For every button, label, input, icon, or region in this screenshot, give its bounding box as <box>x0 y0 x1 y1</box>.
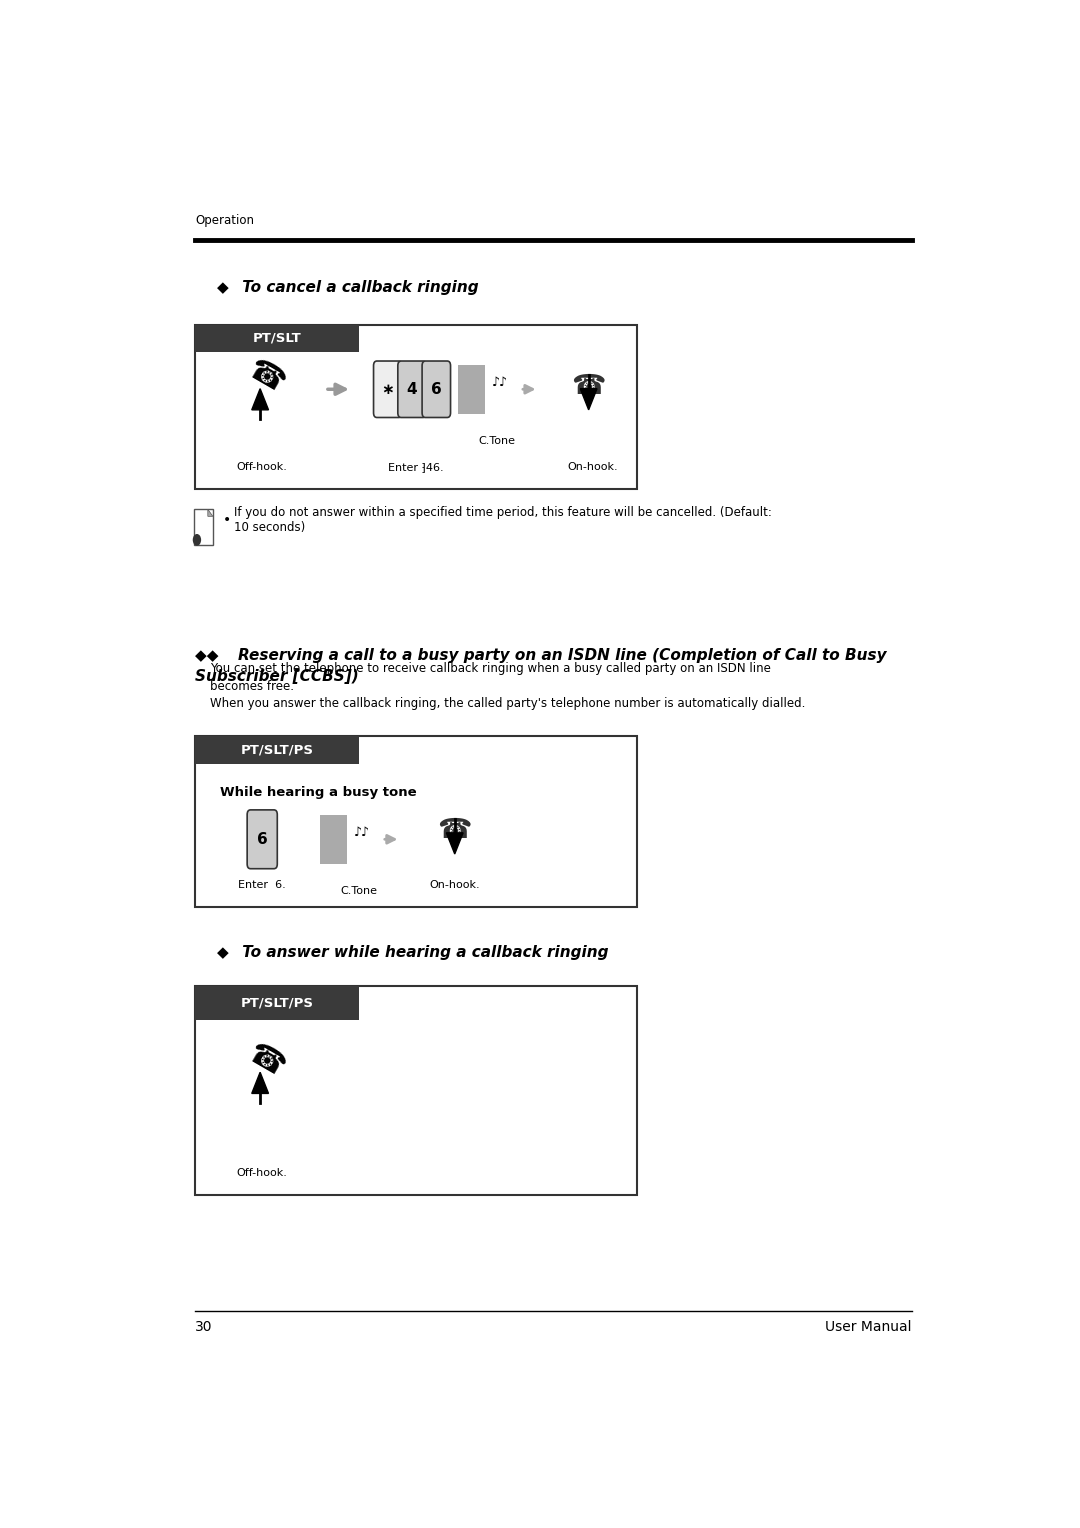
FancyBboxPatch shape <box>374 361 402 417</box>
Text: Enter ⁆46.: Enter ⁆46. <box>389 461 444 472</box>
Text: PT/SLT/PS: PT/SLT/PS <box>241 744 313 756</box>
Text: Enter  6.: Enter 6. <box>239 880 286 891</box>
Text: Off-hook.: Off-hook. <box>237 461 287 472</box>
FancyBboxPatch shape <box>397 361 427 417</box>
Text: 4: 4 <box>407 382 417 397</box>
Bar <box>195 736 637 908</box>
FancyBboxPatch shape <box>247 810 278 869</box>
Bar <box>458 365 485 414</box>
Text: ∗: ∗ <box>381 382 394 397</box>
Text: ☎: ☎ <box>243 356 291 399</box>
Bar <box>195 324 637 489</box>
Circle shape <box>192 533 201 545</box>
Text: becomes free.: becomes free. <box>211 680 295 692</box>
Text: •: • <box>222 513 231 527</box>
Bar <box>195 736 359 764</box>
Text: ♪♪: ♪♪ <box>353 825 369 839</box>
Text: On-hook.: On-hook. <box>567 461 618 472</box>
Bar <box>320 814 347 863</box>
Text: PT/SLT/PS: PT/SLT/PS <box>241 996 313 1010</box>
Bar <box>195 986 637 1195</box>
Text: You can set the telephone to receive callback ringing when a busy called party o: You can set the telephone to receive cal… <box>211 662 771 675</box>
FancyBboxPatch shape <box>422 361 450 417</box>
Polygon shape <box>580 388 597 410</box>
Text: Operation: Operation <box>195 214 254 226</box>
Polygon shape <box>252 1073 269 1094</box>
Text: ◆   To cancel a callback ringing: ◆ To cancel a callback ringing <box>217 280 478 295</box>
Text: ☎: ☎ <box>437 816 472 845</box>
Text: 6: 6 <box>257 831 268 847</box>
Text: 30: 30 <box>195 1320 213 1334</box>
Text: While hearing a busy tone: While hearing a busy tone <box>220 787 417 799</box>
Text: ☎: ☎ <box>243 1039 291 1083</box>
Text: Off-hook.: Off-hook. <box>237 1167 287 1178</box>
Text: ☎: ☎ <box>571 373 606 400</box>
Text: C.Tone: C.Tone <box>340 886 377 897</box>
Text: If you do not answer within a specified time period, this feature will be cancel: If you do not answer within a specified … <box>233 506 771 533</box>
Text: C.Tone: C.Tone <box>478 437 515 446</box>
Bar <box>195 986 359 1021</box>
Polygon shape <box>252 388 269 410</box>
Bar <box>194 509 213 544</box>
Polygon shape <box>446 833 463 854</box>
Text: ◆◆     Reserving a call to a busy party on an ISDN line (Completion of Call to B: ◆◆ Reserving a call to a busy party on a… <box>195 648 887 685</box>
Bar <box>195 324 359 351</box>
Text: User Manual: User Manual <box>825 1320 912 1334</box>
Text: On-hook.: On-hook. <box>430 880 480 891</box>
Text: When you answer the callback ringing, the called party's telephone number is aut: When you answer the callback ringing, th… <box>211 697 806 711</box>
Text: 6: 6 <box>431 382 442 397</box>
Polygon shape <box>207 509 213 516</box>
Text: ◆   To answer while hearing a callback ringing: ◆ To answer while hearing a callback rin… <box>217 944 608 960</box>
Text: ♪♪: ♪♪ <box>491 376 508 388</box>
Text: PT/SLT: PT/SLT <box>253 332 301 345</box>
